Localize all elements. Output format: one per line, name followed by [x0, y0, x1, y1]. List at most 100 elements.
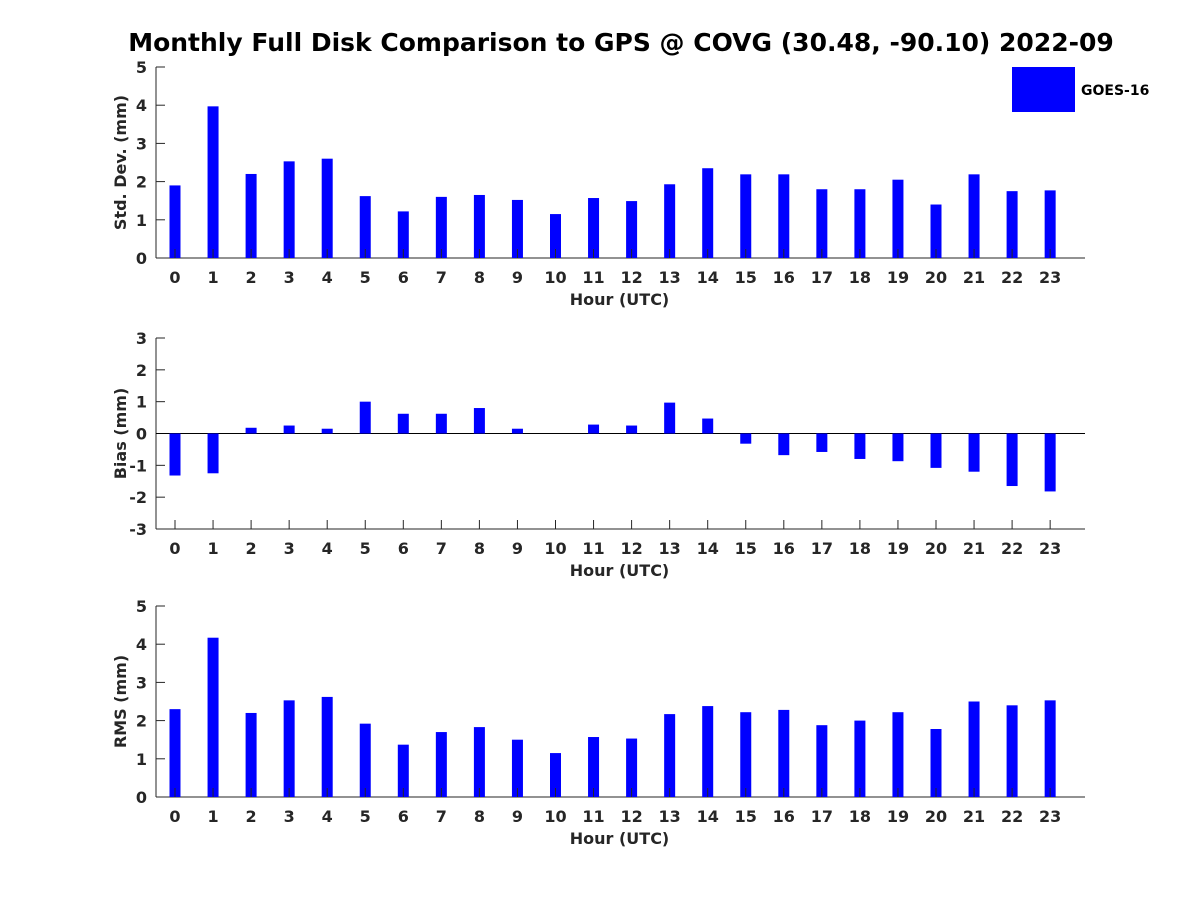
bar — [816, 189, 828, 258]
x-tick-label: 7 — [436, 807, 447, 826]
x-tick-label: 11 — [582, 807, 604, 826]
x-tick-label: 4 — [322, 539, 333, 558]
x-tick-label: 8 — [474, 807, 485, 826]
y-tick-label: 4 — [136, 635, 147, 654]
x-tick-label: 2 — [246, 539, 257, 558]
y-tick-label: 3 — [136, 673, 147, 692]
bar — [892, 433, 904, 462]
bar — [664, 184, 676, 258]
x-tick-label: 22 — [1001, 268, 1023, 287]
x-tick-label: 19 — [887, 539, 909, 558]
bar — [473, 727, 485, 797]
bar — [588, 424, 600, 434]
x-tick-label: 11 — [582, 539, 604, 558]
x-tick-label: 21 — [963, 539, 985, 558]
x-tick-label: 8 — [474, 539, 485, 558]
bar — [968, 174, 980, 258]
x-tick-label: 12 — [620, 807, 642, 826]
x-tick-label: 19 — [887, 268, 909, 287]
x-tick-label: 5 — [360, 807, 371, 826]
bar — [245, 712, 257, 797]
x-tick-label: 0 — [169, 807, 180, 826]
bar — [435, 196, 447, 258]
bar — [930, 729, 942, 797]
bar — [1006, 191, 1018, 258]
x-tick-label: 20 — [925, 807, 947, 826]
x-axis-label: Hour (UTC) — [570, 561, 670, 580]
x-tick-label: 3 — [284, 539, 295, 558]
bar — [207, 106, 219, 258]
bar — [283, 161, 295, 258]
bar — [169, 185, 181, 258]
bar — [664, 714, 676, 797]
bar — [169, 433, 181, 476]
bar — [359, 196, 371, 258]
x-tick-label: 23 — [1039, 268, 1061, 287]
bar — [740, 174, 752, 258]
x-tick-label: 6 — [398, 539, 409, 558]
y-axis-label: Bias (mm) — [111, 388, 130, 480]
bar — [321, 696, 333, 797]
bar — [359, 723, 371, 797]
bar — [397, 413, 409, 434]
bar — [511, 428, 523, 434]
bar — [588, 737, 600, 797]
bar — [854, 433, 866, 459]
x-tick-label: 13 — [659, 539, 681, 558]
x-tick-label: 17 — [811, 807, 833, 826]
x-tick-label: 14 — [697, 268, 719, 287]
y-tick-label: 0 — [136, 788, 147, 807]
x-tick-label: 22 — [1001, 539, 1023, 558]
x-tick-label: 1 — [207, 807, 218, 826]
x-tick-label: 10 — [544, 268, 566, 287]
bar — [473, 408, 485, 434]
x-tick-label: 9 — [512, 539, 523, 558]
bar — [511, 199, 523, 258]
x-tick-label: 10 — [544, 807, 566, 826]
x-tick-label: 9 — [512, 807, 523, 826]
legend-label: GOES-16 — [1081, 83, 1149, 99]
bar — [1006, 705, 1018, 797]
bar — [550, 753, 561, 797]
legend-swatch — [1012, 67, 1075, 112]
bar — [207, 433, 219, 474]
y-tick-label: 5 — [136, 597, 147, 616]
y-tick-label: 2 — [136, 712, 147, 731]
x-tick-label: 3 — [284, 807, 295, 826]
x-tick-label: 1 — [207, 539, 218, 558]
x-tick-label: 18 — [849, 268, 871, 287]
x-tick-label: 5 — [360, 268, 371, 287]
x-axis-label: Hour (UTC) — [570, 829, 670, 848]
bar — [359, 401, 371, 434]
bar — [816, 433, 828, 452]
bar — [702, 706, 714, 797]
x-tick-label: 8 — [474, 268, 485, 287]
x-tick-label: 21 — [963, 268, 985, 287]
bar — [740, 433, 752, 444]
y-tick-label: 1 — [136, 393, 147, 412]
bar — [626, 425, 638, 434]
x-tick-label: 16 — [773, 539, 795, 558]
bar — [397, 211, 409, 258]
bar — [1006, 433, 1018, 487]
x-tick-label: 11 — [582, 268, 604, 287]
x-tick-label: 20 — [925, 539, 947, 558]
bar — [245, 173, 257, 258]
x-tick-label: 13 — [659, 268, 681, 287]
x-tick-label: 13 — [659, 807, 681, 826]
y-tick-label: 3 — [136, 134, 147, 153]
bar — [321, 158, 333, 258]
x-tick-label: 10 — [544, 539, 566, 558]
x-tick-label: 2 — [246, 268, 257, 287]
x-tick-label: 2 — [246, 807, 257, 826]
x-tick-label: 16 — [773, 807, 795, 826]
bar — [207, 637, 219, 797]
x-tick-label: 20 — [925, 268, 947, 287]
bar — [892, 712, 904, 797]
y-axis-label: RMS (mm) — [111, 655, 130, 748]
bar — [968, 701, 980, 797]
bar — [930, 433, 942, 468]
x-tick-label: 6 — [398, 807, 409, 826]
x-tick-label: 17 — [811, 268, 833, 287]
